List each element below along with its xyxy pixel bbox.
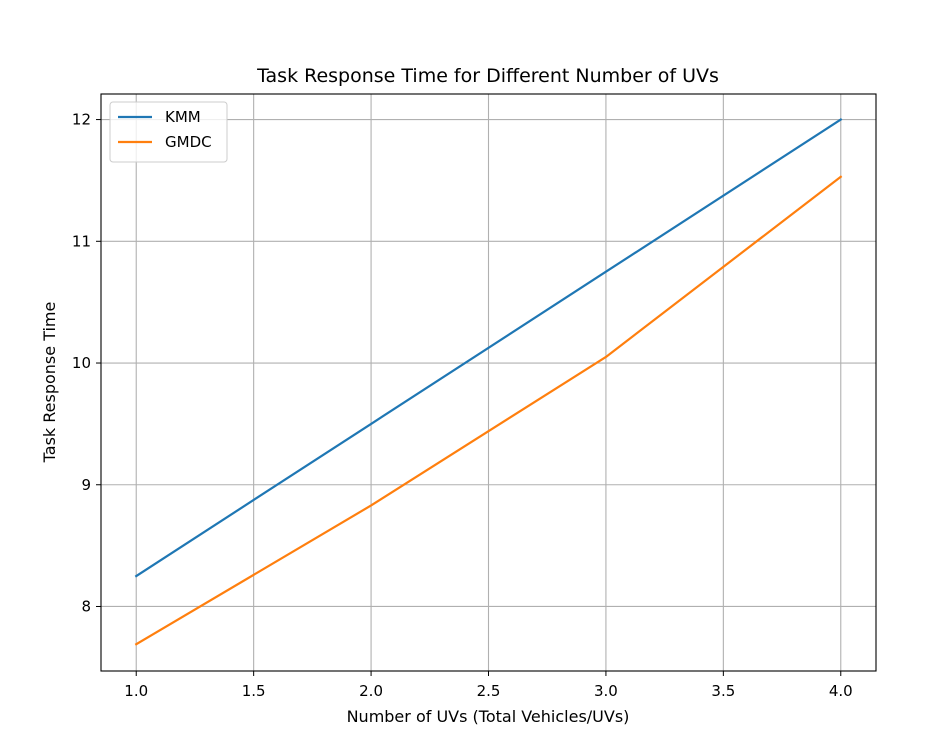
- legend-label-kmm: KMM: [165, 108, 201, 126]
- y-tick-label: 9: [81, 476, 91, 494]
- chart-title: Task Response Time for Different Number …: [256, 65, 719, 87]
- x-tick-label: 4.0: [829, 682, 853, 700]
- y-tick-label: 11: [72, 232, 91, 250]
- y-tick-label: 8: [81, 597, 91, 615]
- axis-ticks: 1.0 1.5 2.0 2.5 3.0 3.5 4.0 8 9 10 11 12: [72, 111, 853, 700]
- series-lines: [134, 118, 843, 646]
- grid: [101, 94, 876, 671]
- x-tick-label: 2.5: [477, 682, 501, 700]
- x-tick-label: 3.5: [711, 682, 735, 700]
- legend-label-gmdc: GMDC: [165, 133, 212, 151]
- x-tick-label: 1.5: [242, 682, 266, 700]
- y-tick-label: 10: [72, 354, 91, 372]
- series-line-kmm: [134, 118, 843, 578]
- x-tick-label: 2.0: [359, 682, 383, 700]
- x-tick-label: 3.0: [594, 682, 618, 700]
- y-tick-label: 12: [72, 111, 91, 129]
- legend: KMM GMDC: [109, 101, 228, 163]
- series-line-gmdc: [134, 175, 843, 646]
- x-axis-label: Number of UVs (Total Vehicles/UVs): [347, 707, 630, 726]
- y-axis-label: Task Response Time: [40, 302, 59, 464]
- x-tick-label: 1.0: [124, 682, 148, 700]
